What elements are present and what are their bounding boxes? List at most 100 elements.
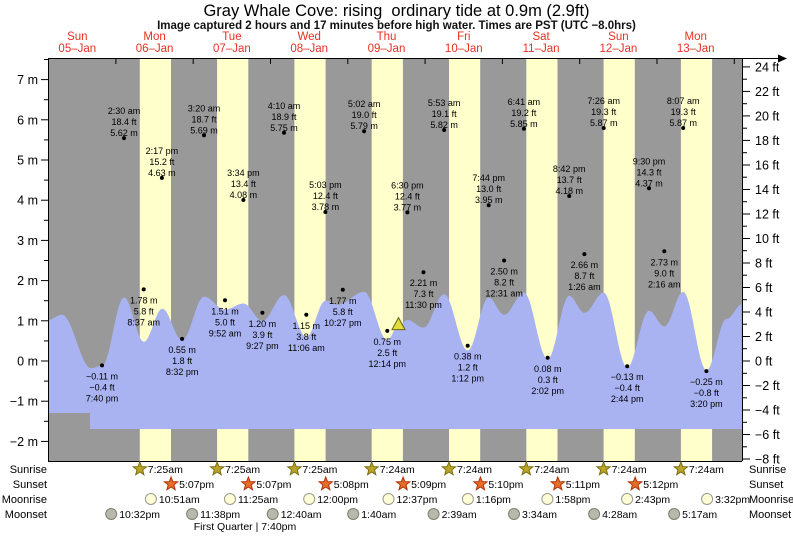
ft-tick-label: 8 ft xyxy=(755,257,773,271)
svg-text:4.63 m: 4.63 m xyxy=(148,168,176,178)
svg-text:1:26 am: 1:26 am xyxy=(568,282,601,292)
svg-text:2:02 pm: 2:02 pm xyxy=(531,386,564,396)
svg-text:5.75 m: 5.75 m xyxy=(270,123,298,133)
svg-text:5.85 m: 5.85 m xyxy=(510,119,538,129)
moonset-icon xyxy=(588,508,601,520)
astro-row-label-left: Moonset xyxy=(5,509,47,521)
low-tide-annotation: 2.73 m9.0 ft2:16 am xyxy=(648,249,681,289)
m-tick-label: 0 m xyxy=(17,355,38,369)
moonset-icon xyxy=(347,508,360,520)
svg-text:1.77 m: 1.77 m xyxy=(329,296,357,306)
sunrise-time: 7:24am xyxy=(534,464,569,476)
m-tick-label: 3 m xyxy=(17,234,38,248)
svg-text:7:44 pm: 7:44 pm xyxy=(472,173,505,183)
svg-text:−0.4 ft: −0.4 ft xyxy=(615,383,641,393)
moonrise-icon xyxy=(382,493,395,505)
svg-text:2:17 pm: 2:17 pm xyxy=(146,146,179,156)
svg-text:7:40 pm: 7:40 pm xyxy=(86,393,119,403)
svg-text:3.8 ft: 3.8 ft xyxy=(296,332,317,342)
low-tide-annotation: −0.11 m−0.4 ft7:40 pm xyxy=(86,363,119,403)
svg-text:2:44 pm: 2:44 pm xyxy=(611,394,644,404)
low-tide-annotation: 0.08 m0.3 ft2:02 pm xyxy=(531,355,564,396)
moonset-icon xyxy=(105,508,118,520)
svg-text:−0.25 m: −0.25 m xyxy=(690,377,723,387)
svg-text:14.3 ft: 14.3 ft xyxy=(636,167,662,177)
svg-text:13.7 ft: 13.7 ft xyxy=(557,175,583,185)
m-tick-label: −1 m xyxy=(10,395,38,409)
svg-text:3.95 m: 3.95 m xyxy=(475,195,503,205)
moonrise-time: 3:32pm xyxy=(715,494,750,506)
svg-text:4.37 m: 4.37 m xyxy=(635,178,663,188)
low-tide-annotation: 2.66 m8.7 ft1:26 am xyxy=(568,252,601,292)
svg-text:5.0 ft: 5.0 ft xyxy=(215,317,236,327)
day-label: Sun xyxy=(608,31,628,43)
svg-text:−0.4 ft: −0.4 ft xyxy=(89,382,115,392)
astro-row-label-right: Sunset xyxy=(749,479,783,491)
sunrise-time: 7:24am xyxy=(457,464,492,476)
svg-text:19.1 ft: 19.1 ft xyxy=(432,109,458,119)
ft-tick-label: 18 ft xyxy=(755,134,780,148)
day-date-label: 05–Jan xyxy=(58,43,96,55)
m-tick-label: 2 m xyxy=(17,274,38,288)
svg-text:9:52 am: 9:52 am xyxy=(209,328,242,338)
ft-tick-label: 4 ft xyxy=(755,306,773,320)
sunset-time: 5:07pm xyxy=(179,479,214,491)
svg-text:18.7 ft: 18.7 ft xyxy=(191,114,217,124)
moonset-time: 11:38pm xyxy=(200,509,240,521)
svg-text:18.4 ft: 18.4 ft xyxy=(111,117,137,127)
sunset-icon xyxy=(240,475,257,491)
low-tide-annotation: −0.25 m−0.8 ft3:20 pm xyxy=(690,369,723,409)
svg-text:0.75 m: 0.75 m xyxy=(374,337,402,347)
svg-text:8:42 pm: 8:42 pm xyxy=(553,164,586,174)
moonset-icon xyxy=(186,508,199,520)
sunset-time: 5:10pm xyxy=(488,479,523,491)
ft-tick-label: −2 ft xyxy=(755,379,780,393)
svg-text:8.2 ft: 8.2 ft xyxy=(494,278,515,288)
m-tick-label: −2 m xyxy=(10,435,38,449)
svg-text:8:07 am: 8:07 am xyxy=(667,96,700,106)
sunset-time: 5:11pm xyxy=(566,479,600,491)
svg-text:3.9 ft: 3.9 ft xyxy=(252,330,273,340)
svg-text:4:10 am: 4:10 am xyxy=(268,101,301,111)
svg-text:19.2 ft: 19.2 ft xyxy=(511,108,537,118)
svg-text:5.62 m: 5.62 m xyxy=(110,128,138,138)
sunrise-time: 7:24am xyxy=(380,464,415,476)
moonset-icon xyxy=(427,508,440,520)
svg-text:5.69 m: 5.69 m xyxy=(190,125,218,135)
svg-text:8.7 ft: 8.7 ft xyxy=(574,271,595,281)
moonset-time: 2:39am xyxy=(442,509,477,521)
moonrise-time: 2:43pm xyxy=(635,494,670,506)
ft-tick-label: 6 ft xyxy=(755,281,773,295)
svg-text:0.3 ft: 0.3 ft xyxy=(538,375,559,385)
day-label: Tue xyxy=(222,31,241,43)
svg-text:1.8 ft: 1.8 ft xyxy=(172,356,193,366)
current-time-marker-icon xyxy=(391,316,406,331)
ft-tick-label: 16 ft xyxy=(755,159,780,173)
svg-text:5.8 ft: 5.8 ft xyxy=(134,306,155,316)
astro-row-label-right: Moonrise xyxy=(749,494,793,506)
svg-text:18.9 ft: 18.9 ft xyxy=(271,112,297,122)
svg-text:4.08 m: 4.08 m xyxy=(230,190,258,200)
day-date-label: 09–Jan xyxy=(368,43,406,55)
svg-text:4.18 m: 4.18 m xyxy=(555,186,583,196)
svg-text:5.79 m: 5.79 m xyxy=(350,121,378,131)
svg-text:2:16 am: 2:16 am xyxy=(648,279,681,289)
moonset-time: 4:28am xyxy=(602,509,637,521)
chart-subtitle: Image captured 2 hours and 17 minutes be… xyxy=(157,20,636,32)
moonrise-time: 12:00pm xyxy=(317,494,358,506)
svg-text:19.3 ft: 19.3 ft xyxy=(591,107,617,117)
svg-text:−0.11 m: −0.11 m xyxy=(86,371,118,381)
sunrise-icon xyxy=(131,460,148,476)
ft-tick-label: 14 ft xyxy=(755,183,780,197)
svg-text:2.73 m: 2.73 m xyxy=(651,257,679,267)
